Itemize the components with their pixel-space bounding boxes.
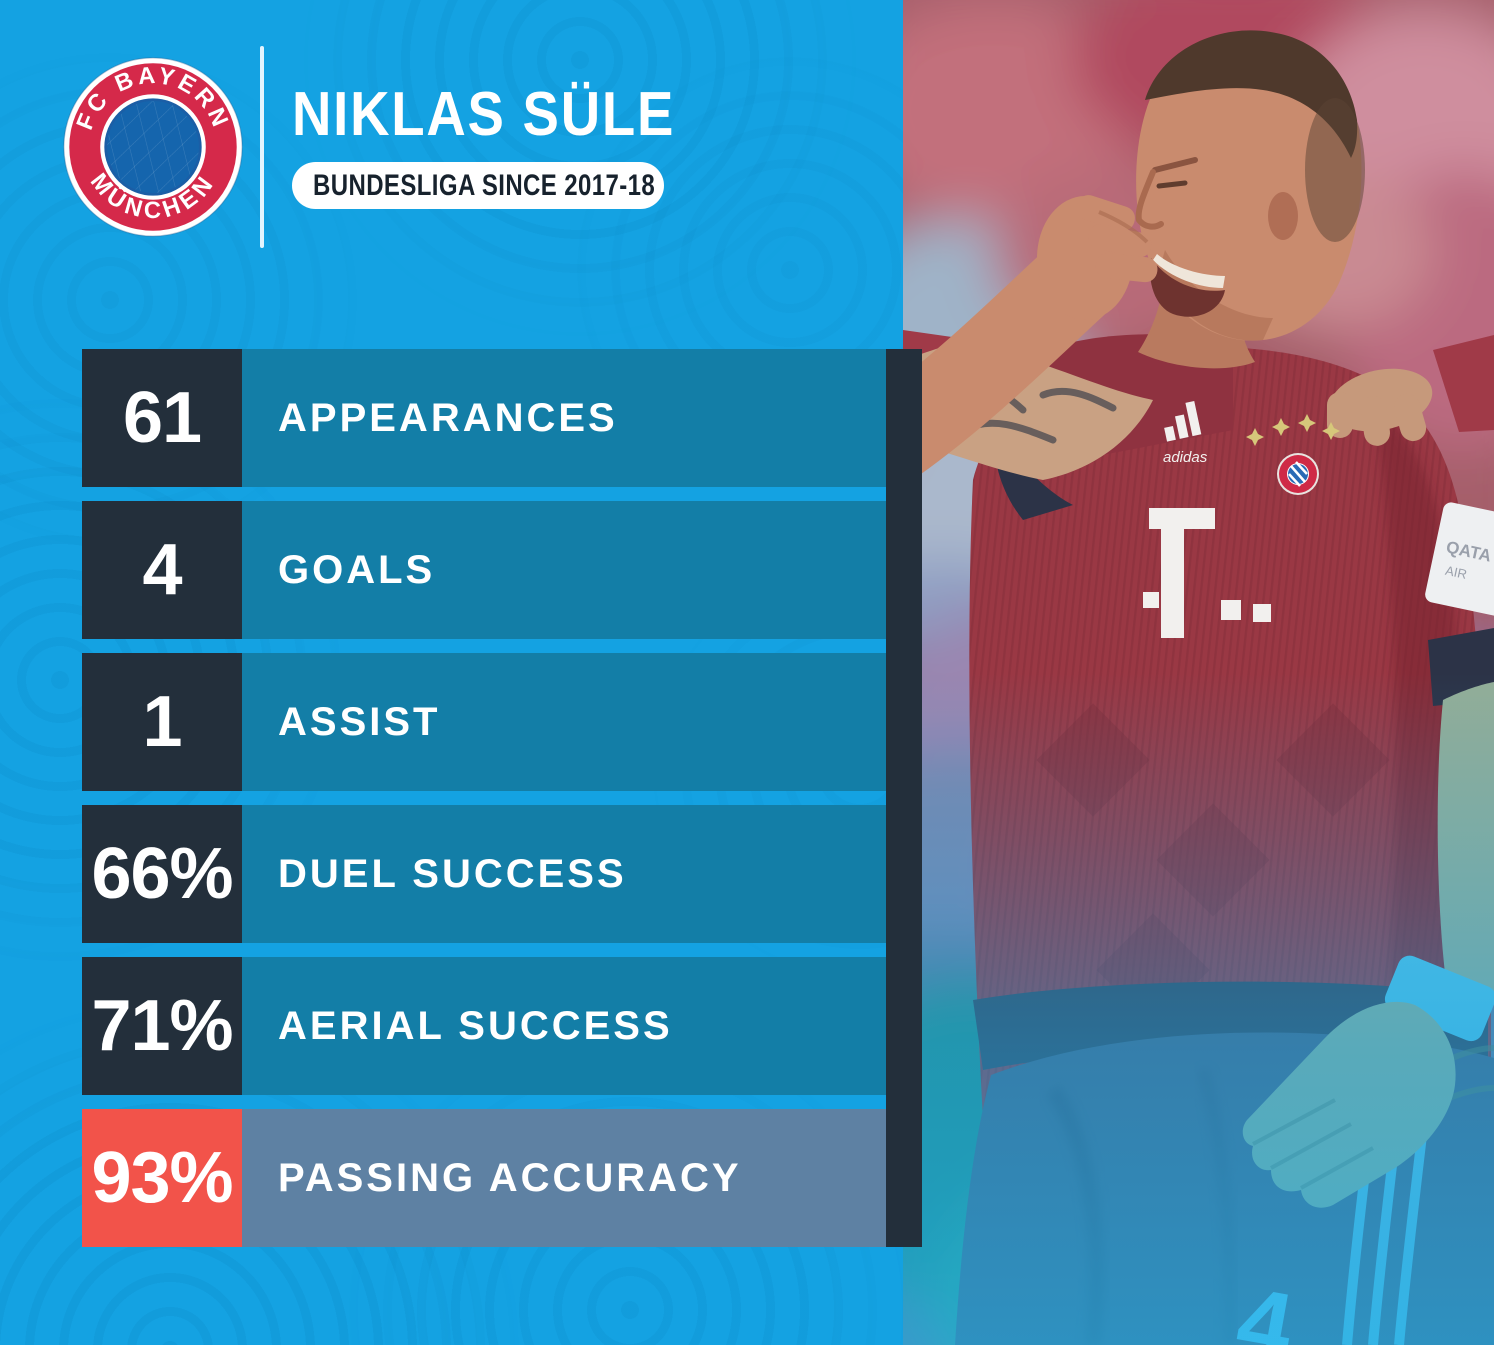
stat-value: 71%: [82, 957, 242, 1095]
stat-row-assist: 1 ASSIST: [82, 653, 886, 791]
stat-value: 93%: [82, 1109, 242, 1247]
stat-row-passing-accuracy: 93% PASSING ACCURACY: [82, 1109, 886, 1247]
stat-label: GOALS: [242, 501, 886, 639]
player-name: NIKLAS SÜLE: [292, 80, 676, 149]
stats-list: 61 APPEARANCES 4 GOALS 1 ASSIST 66% DUEL…: [82, 349, 886, 1247]
stat-value: 1: [82, 653, 242, 791]
stat-label: AERIAL SUCCESS: [242, 957, 886, 1095]
stat-value: 61: [82, 349, 242, 487]
subtitle-badge: BUNDESLIGA SINCE 2017-18: [292, 162, 664, 209]
stat-label: APPEARANCES: [242, 349, 886, 487]
stat-value: 4: [82, 501, 242, 639]
player-photo: adidas: [903, 0, 1494, 1345]
header-titles: NIKLAS SÜLE BUNDESLIGA SINCE 2017-18: [292, 84, 727, 209]
stat-row-appearances: 61 APPEARANCES: [82, 349, 886, 487]
stat-value: 66%: [82, 805, 242, 943]
stat-row-duel-success: 66% DUEL SUCCESS: [82, 805, 886, 943]
subtitle-text: BUNDESLIGA SINCE 2017-18: [313, 168, 656, 202]
stat-row-goals: 4 GOALS: [82, 501, 886, 639]
vertical-divider: [260, 46, 264, 248]
bottom-tint-overlay: [903, 0, 1494, 1345]
stat-row-aerial-success: 71% AERIAL SUCCESS: [82, 957, 886, 1095]
stats-right-accent-bar: [886, 349, 922, 1247]
club-crest: FC BAYERN MÜNCHEN: [62, 56, 244, 238]
stat-label: ASSIST: [242, 653, 886, 791]
stat-label: DUEL SUCCESS: [242, 805, 886, 943]
stat-label: PASSING ACCURACY: [242, 1109, 886, 1247]
